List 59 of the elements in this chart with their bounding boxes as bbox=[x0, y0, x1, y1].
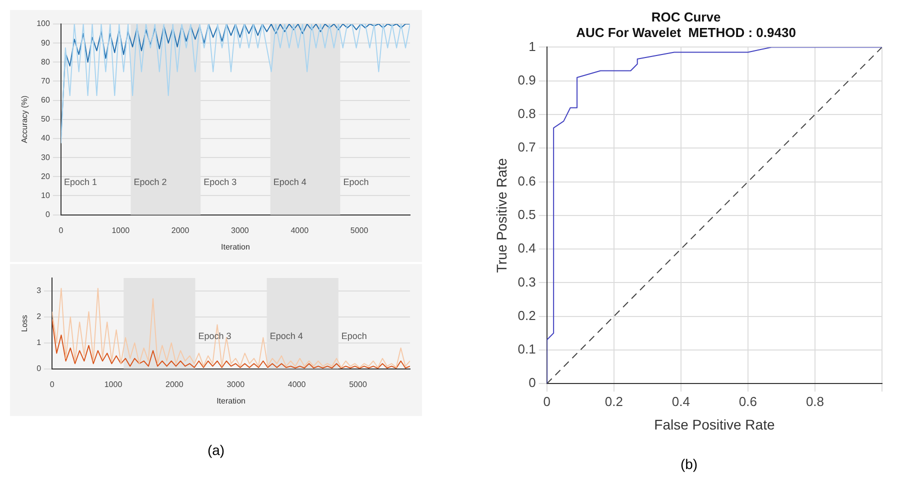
text: (b) bbox=[679, 456, 699, 472]
y-axis-title: True Positive Rate bbox=[493, 158, 510, 273]
y-tick-label: 90 bbox=[41, 38, 50, 48]
x-tick-label: 5000 bbox=[349, 380, 368, 389]
x-tick-label: 0.2 bbox=[604, 394, 623, 409]
y-tick-label: 0.5 bbox=[518, 206, 536, 222]
y-tick-label: 20 bbox=[41, 172, 50, 181]
chart-subtitle: AUC For Wavelet METHOD : 0.9430 bbox=[576, 24, 796, 40]
x-tick-label: 1000 bbox=[104, 380, 123, 389]
y-tick-label: 30 bbox=[41, 152, 50, 162]
chart-title: ROC Curve bbox=[651, 9, 721, 24]
x-tick-label: 5000 bbox=[350, 226, 369, 235]
x-axis-title: Iteration bbox=[221, 242, 250, 252]
x-tick-label: 4000 bbox=[288, 380, 306, 389]
y-tick-label: 0.1 bbox=[518, 342, 536, 357]
x-tick-label: 1000 bbox=[112, 226, 130, 235]
band-label: Epoch 4 bbox=[273, 176, 306, 187]
annotation: Epoch bbox=[341, 330, 367, 341]
y-tick-label: 40 bbox=[41, 134, 50, 143]
y-axis-title: Accuracy (%) bbox=[20, 95, 30, 144]
band-label: Epoch 2 bbox=[134, 176, 167, 187]
y-tick-label: 0.3 bbox=[518, 274, 536, 290]
y-tick-label: 70 bbox=[41, 76, 50, 86]
y-tick-label: 0.4 bbox=[518, 240, 536, 256]
y-tick-label: 0.7 bbox=[518, 140, 536, 155]
y-tick-label: 60 bbox=[41, 96, 50, 105]
x-tick-label: 3000 bbox=[231, 226, 250, 235]
y-tick-label: 0.8 bbox=[518, 106, 536, 122]
x-tick-label: 2000 bbox=[171, 226, 190, 235]
band-label: Epoch 4 bbox=[270, 330, 303, 341]
x-tick-label: 0.4 bbox=[672, 394, 690, 409]
y-tick-label: 50 bbox=[41, 114, 50, 124]
annotation: Epoch 1 bbox=[64, 176, 97, 187]
x-axis-title: Iteration bbox=[216, 396, 246, 406]
x-tick-label: 0.8 bbox=[806, 394, 824, 409]
y-tick-label: 0 bbox=[45, 210, 50, 220]
text: (a) bbox=[206, 442, 226, 458]
y-tick-label: 0.9 bbox=[518, 72, 536, 88]
x-axis-title: False Positive Rate bbox=[654, 416, 775, 432]
x-tick-label: 3000 bbox=[226, 380, 246, 389]
y-tick-label: 3 bbox=[36, 286, 42, 296]
y-tick-label: 100 bbox=[36, 19, 50, 28]
y-axis-title: Loss bbox=[20, 314, 30, 332]
y-tick-label: 0.6 bbox=[518, 173, 536, 188]
y-tick-label: 2 bbox=[36, 312, 42, 322]
y-tick-label: 1 bbox=[36, 338, 42, 348]
x-tick-label: 2000 bbox=[166, 380, 184, 389]
y-tick-label: 1 bbox=[528, 38, 536, 54]
y-tick-label: 80 bbox=[41, 57, 50, 66]
x-tick-label: 4000 bbox=[290, 226, 310, 235]
annotation: Epoch 3 bbox=[204, 176, 237, 187]
y-tick-label: 0 bbox=[36, 364, 42, 374]
x-tick-label: 0 bbox=[543, 394, 550, 409]
y-tick-label: 0.2 bbox=[518, 308, 536, 323]
annotation: Epoch bbox=[343, 176, 369, 187]
y-tick-label: 10 bbox=[41, 190, 50, 200]
x-tick-label: 0 bbox=[58, 226, 64, 235]
annotation: Epoch 3 bbox=[198, 330, 232, 341]
x-tick-label: 0.6 bbox=[738, 394, 757, 409]
